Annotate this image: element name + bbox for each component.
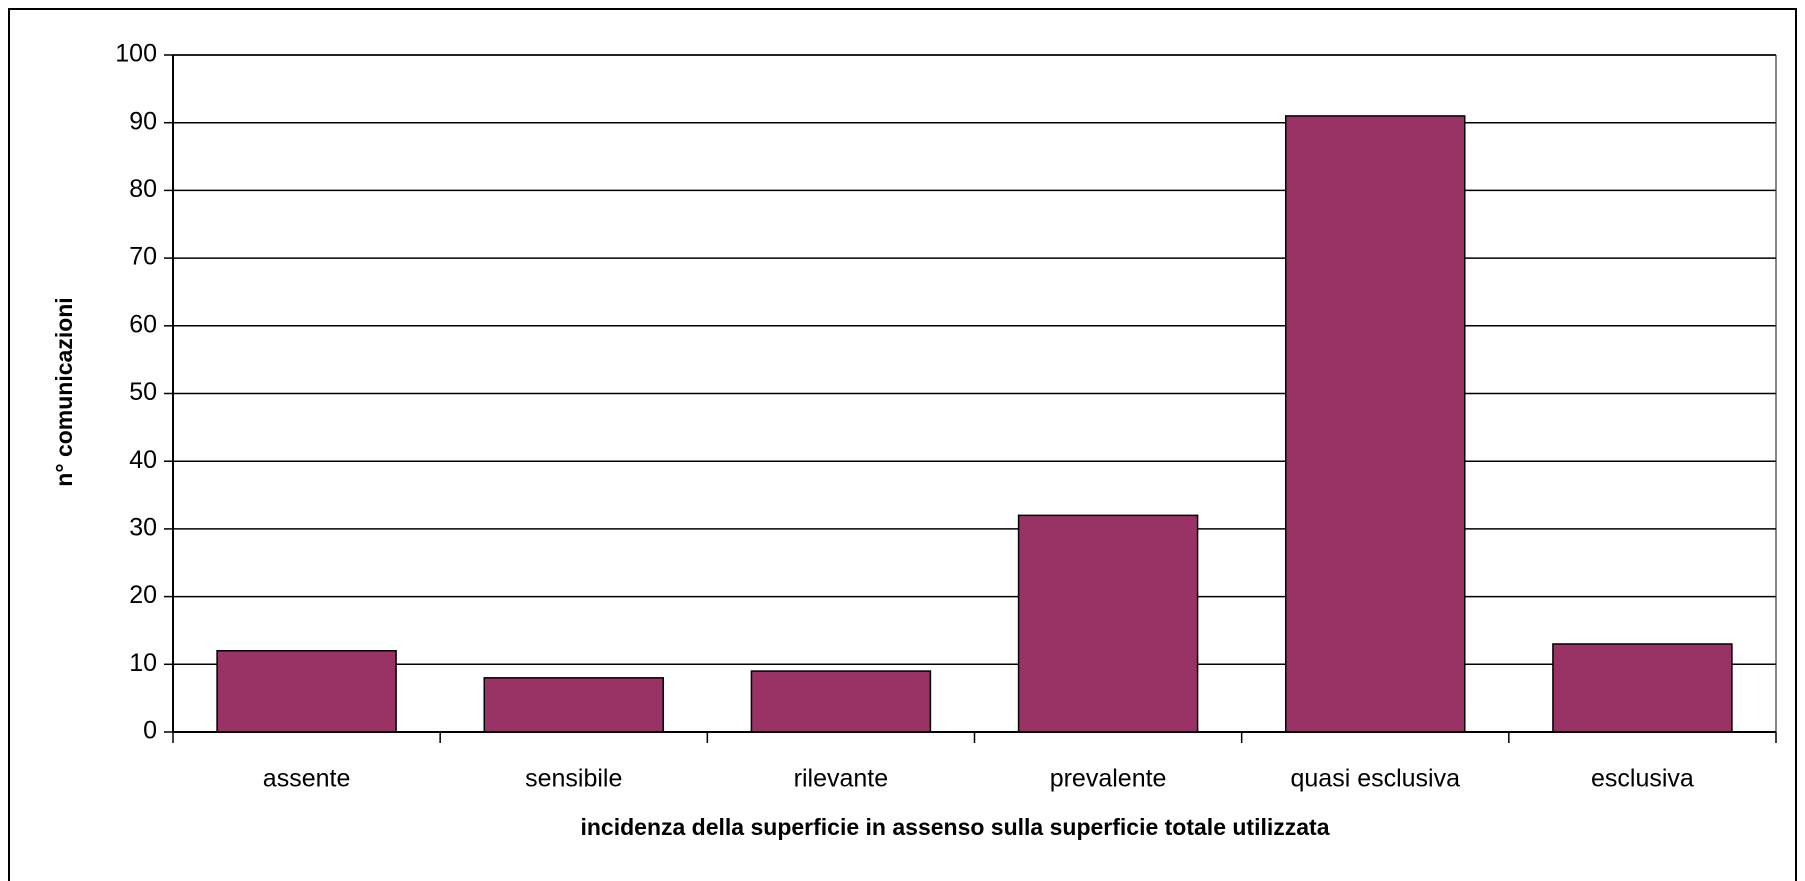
y-tick-label: 30 bbox=[129, 514, 157, 542]
bar bbox=[750, 670, 932, 733]
y-tick-label: 60 bbox=[129, 310, 157, 338]
y-tick-label: 80 bbox=[129, 175, 157, 203]
x-tick-label: sensibile bbox=[525, 765, 622, 793]
bar bbox=[483, 677, 665, 733]
y-tick-label: 40 bbox=[129, 446, 157, 474]
y-tick-label: 0 bbox=[143, 717, 157, 745]
x-tick-label: prevalente bbox=[1050, 765, 1167, 793]
y-tick-label: 90 bbox=[129, 107, 157, 135]
y-tick-label: 50 bbox=[129, 378, 157, 406]
y-tick-label: 100 bbox=[115, 40, 157, 68]
bar bbox=[216, 650, 397, 733]
x-tick-label: assente bbox=[263, 765, 351, 793]
y-axis-title: n° comunicazioni bbox=[51, 297, 77, 486]
y-tick-label: 20 bbox=[129, 581, 157, 609]
y-tick-label: 70 bbox=[129, 243, 157, 271]
bar bbox=[1284, 115, 1466, 733]
x-tick-label: quasi esclusiva bbox=[1290, 765, 1460, 793]
bar bbox=[1552, 643, 1733, 733]
chart-frame bbox=[8, 8, 1797, 881]
x-axis-title: incidenza della superficie in assenso su… bbox=[580, 814, 1329, 840]
x-tick-label: esclusiva bbox=[1591, 765, 1694, 793]
x-tick-label: rilevante bbox=[794, 765, 889, 793]
bar bbox=[1017, 514, 1199, 733]
y-tick-label: 10 bbox=[129, 649, 157, 677]
